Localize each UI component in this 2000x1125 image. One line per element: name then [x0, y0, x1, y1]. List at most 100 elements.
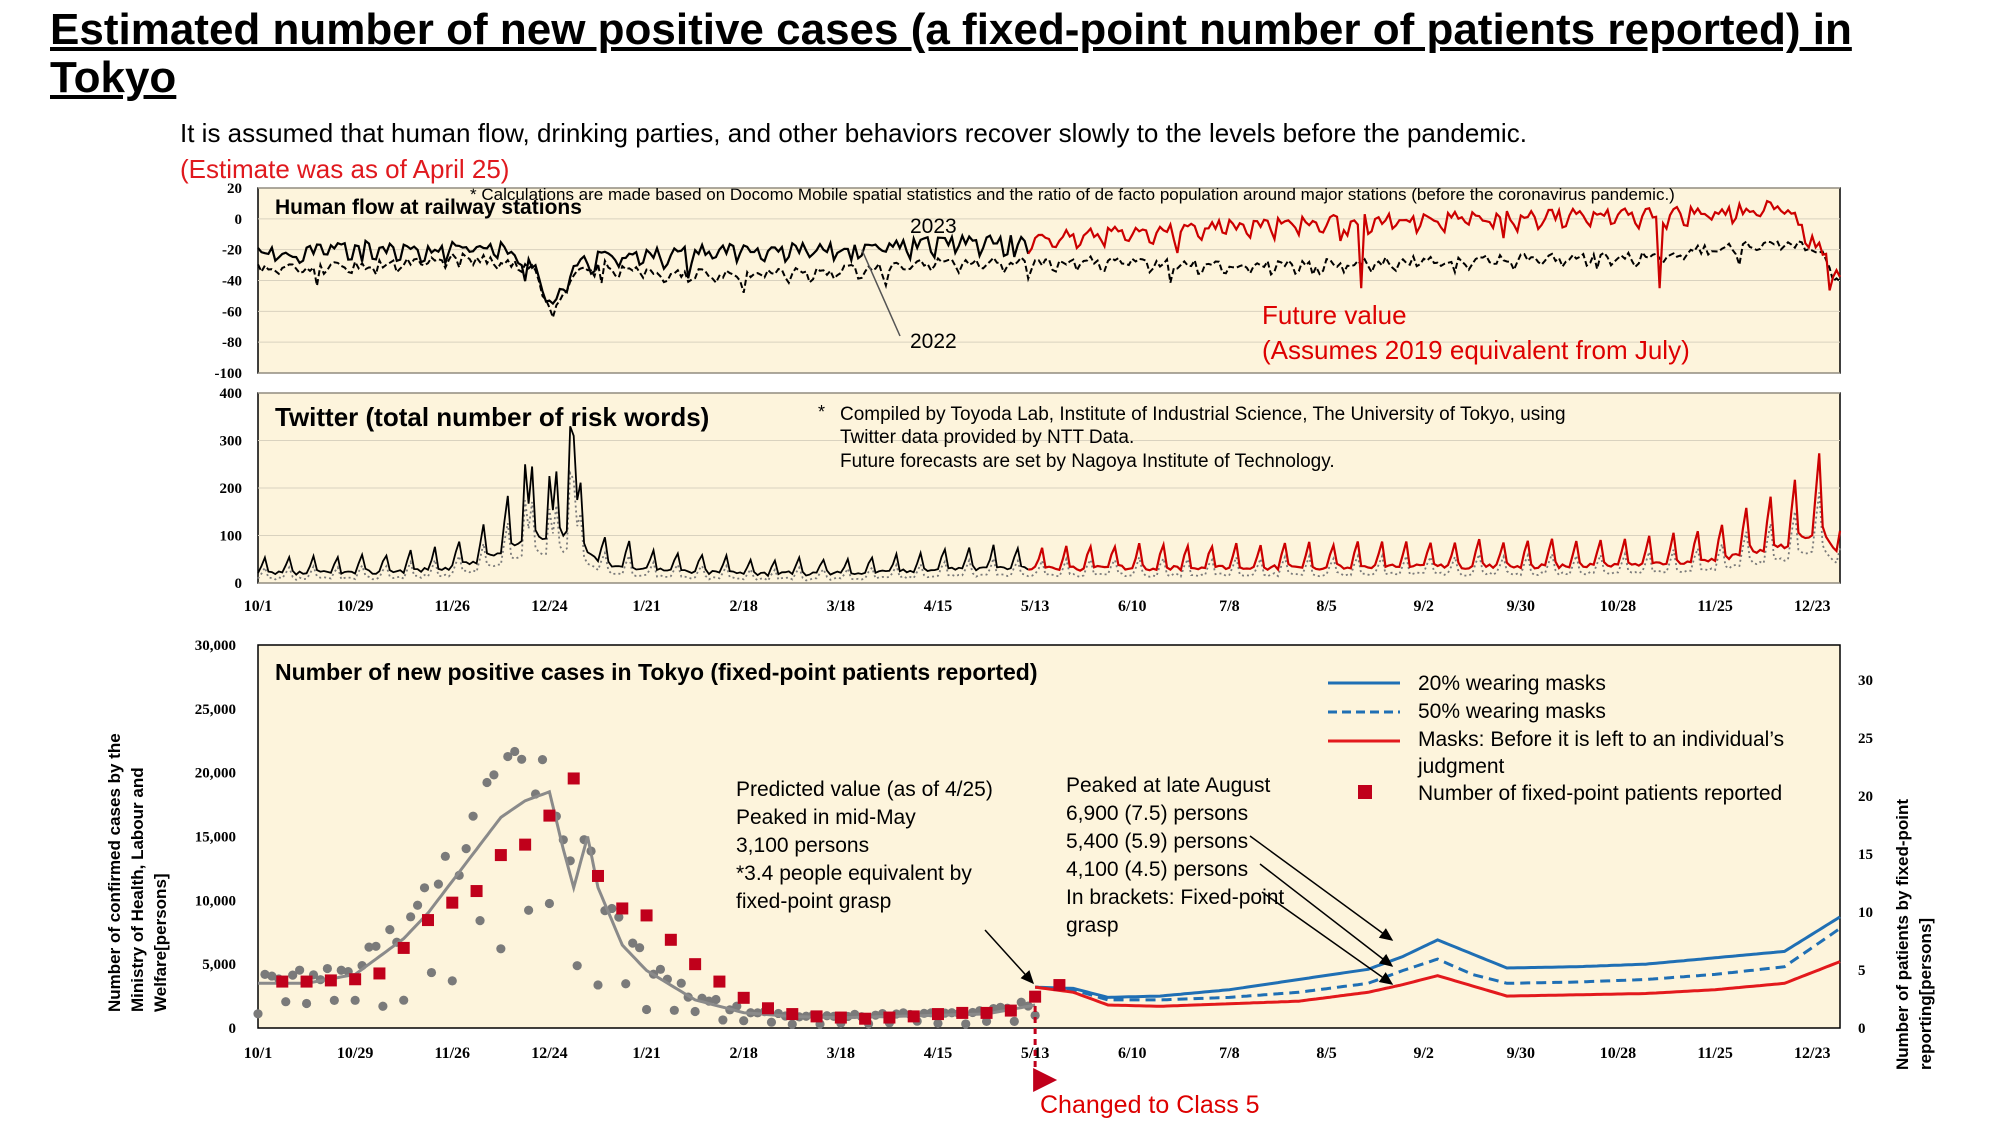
fixed-point-marker: [834, 1011, 847, 1024]
observed-daily-dot: [406, 912, 416, 922]
top-x-tick: 5/13: [1021, 598, 1049, 615]
cases-x-tick: 9/30: [1507, 1045, 1535, 1062]
cases-x-tick: 10/1: [244, 1045, 272, 1062]
fixed-point-markers: [276, 772, 1066, 1025]
predicted-line-4: *3.4 people equivalent by: [736, 862, 972, 885]
cases-x-tick: 7/8: [1219, 1045, 1239, 1062]
cases-x-tick: 6/10: [1118, 1045, 1146, 1062]
top-x-tick: 12/23: [1794, 598, 1830, 615]
cases-x-tick: 8/5: [1316, 1045, 1336, 1062]
human-flow-y-tick: 0: [235, 212, 243, 228]
observed-daily-dot: [981, 1016, 992, 1026]
observed-daily-dot: [635, 943, 645, 953]
top-x-tick: 4/15: [924, 598, 952, 615]
cases-y2-axis-title-1: Number of patients by fixed-point: [1893, 799, 1912, 1070]
observed-daily-dot: [336, 965, 346, 975]
fixed-point-marker: [859, 1012, 872, 1025]
fixed-point-marker: [713, 975, 726, 988]
fixed-point-marker: [931, 1008, 944, 1021]
legend-item-20pct: 20% wearing masks: [1418, 672, 1606, 695]
observed-daily-dot: [1016, 997, 1026, 1007]
observed-daily-dot: [447, 976, 457, 986]
observed-daily-dot: [468, 811, 478, 821]
estimate-note: (Estimate was as of April 25): [180, 154, 510, 184]
fixed-point-marker: [300, 975, 313, 988]
cases-x-tick: 3/18: [827, 1045, 855, 1062]
observed-daily-dot: [260, 969, 270, 979]
observed-daily-dot: [378, 1001, 388, 1011]
observed-daily-dot: [322, 963, 332, 974]
fixed-point-marker: [786, 1008, 799, 1021]
fixed-point-marker: [470, 885, 483, 898]
label-2022-pointer: [861, 249, 901, 337]
cases-y2-tick: 0: [1858, 1021, 1866, 1037]
observed-daily-dot: [267, 971, 277, 981]
predicted-line-1: Predicted value (as of 4/25): [736, 778, 993, 801]
twitter-y-tick: 0: [235, 576, 243, 592]
cases-plot-area: [257, 644, 1841, 1029]
twitter-note-line-3: Future forecasts are set by Nagoya Insti…: [840, 451, 1335, 472]
cases-x-tick: 11/26: [434, 1045, 470, 1062]
peak-line-1: Peaked at late August: [1066, 774, 1270, 797]
observed-daily-dot: [440, 851, 450, 861]
cases-y2-tick: 5: [1858, 963, 1866, 979]
top-x-tick: 7/8: [1219, 598, 1239, 615]
observed-daily-dot: [961, 1019, 971, 1029]
twitter-lines: [257, 425, 1842, 582]
fixed-point-marker: [761, 1002, 774, 1015]
twitter-dotted-line: [257, 469, 1841, 582]
cases-panel: 30,000 25,000 20,000 15,000 10,000 5,000 0 30 2…: [105, 638, 1935, 1119]
observed-daily-dot: [412, 900, 423, 910]
fixed-point-marker: [689, 958, 702, 971]
cases-y2-tick: 20: [1858, 789, 1873, 805]
fixed-point-marker: [737, 991, 750, 1004]
cases-y2-tick: 30: [1858, 673, 1873, 689]
observed-daily-dot: [475, 916, 485, 926]
observed-daily-dot: [253, 1009, 263, 1019]
fixed-point-marker: [907, 1010, 920, 1023]
human-flow-panel: 20 0 -20 -40 -60 -80 -100 Human flow at railwa…: [215, 181, 1841, 382]
fixed-point-marker: [397, 941, 410, 954]
observed-daily-dot: [787, 1019, 797, 1029]
observed-daily-dot: [593, 980, 603, 990]
fixed-point-marker: [616, 902, 629, 915]
observed-daily-dot: [676, 978, 686, 988]
observed-daily-dot: [718, 1015, 728, 1025]
observed-daily-dot: [1009, 1016, 1019, 1026]
twitter-grid: [258, 392, 1840, 584]
observed-daily-dot: [364, 942, 374, 952]
observed-daily-dot: [1030, 1010, 1040, 1020]
legend: 20% wearing masks 50% wearing masks Mask…: [1328, 672, 1784, 805]
twitter-label: Twitter (total number of risk words): [275, 402, 709, 432]
observed-daily-dot: [572, 961, 582, 971]
cases-y-tick: 0: [229, 1021, 237, 1037]
top-x-tick: 1/21: [632, 598, 660, 615]
cases-y-axis-title-3: Welfare[persons]: [151, 873, 170, 1012]
observed-daily-dot: [281, 997, 291, 1007]
legend-item-masks-before: Masks: Before it is left to an individua…: [1418, 728, 1784, 751]
peak-arrow-20pct: [1249, 835, 1394, 941]
fixed-point-marker: [591, 869, 604, 882]
observed-daily-dot: [288, 970, 298, 980]
observed-daily-dot: [371, 941, 381, 951]
legend-item-50pct: 50% wearing masks: [1418, 700, 1606, 723]
cases-x-tick: 4/15: [924, 1045, 952, 1062]
observed-daily-dot: [482, 777, 492, 788]
observed-daily-dot: [517, 754, 527, 764]
observed-daily-dot: [641, 1004, 652, 1015]
cases-x-tick: 12/23: [1794, 1045, 1830, 1062]
top-x-tick: 8/5: [1316, 598, 1336, 615]
predicted-arrow: [984, 929, 1035, 985]
cases-y-axis-title-1: Number of confirmed cases by the: [105, 733, 124, 1012]
observed-daily-dot: [489, 770, 499, 780]
human-flow-y-tick: 20: [227, 181, 242, 197]
observed-daily-dot: [621, 979, 631, 989]
observed-daily-dot: [461, 844, 471, 854]
observed-daily-dot: [628, 938, 638, 948]
human-flow-y-tick: -20: [222, 243, 242, 259]
top-x-tick: 6/10: [1118, 598, 1146, 615]
peak-line-3: 5,400 (5.9) persons: [1066, 830, 1248, 853]
legend-item-fixed-point: Number of fixed-point patients reported: [1418, 782, 1782, 805]
observed-daily-dot: [399, 995, 409, 1005]
